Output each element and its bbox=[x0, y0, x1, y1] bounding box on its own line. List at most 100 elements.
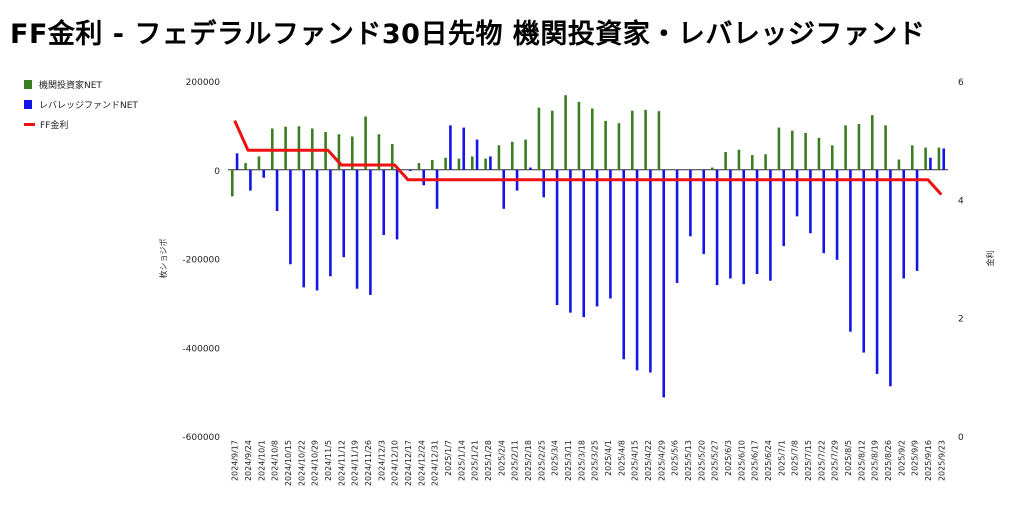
bar-leveraged bbox=[862, 169, 866, 353]
bar-institutional bbox=[897, 159, 901, 170]
bar-institutional bbox=[417, 163, 421, 170]
x-tick-label: 2024/12/17 bbox=[404, 440, 413, 486]
bar-institutional bbox=[470, 156, 474, 170]
bar-leveraged bbox=[729, 169, 732, 279]
x-tick-label: 2025/9/2 bbox=[897, 440, 906, 476]
bar-institutional bbox=[657, 111, 661, 170]
bar-leveraged bbox=[595, 169, 599, 307]
bar-leveraged bbox=[889, 169, 892, 387]
bar-leveraged bbox=[689, 169, 692, 237]
bar-leveraged bbox=[329, 169, 332, 277]
x-tick-label: 2025/1/7 bbox=[444, 440, 453, 476]
bar-institutional bbox=[244, 163, 247, 170]
bar-institutional bbox=[284, 126, 287, 170]
x-tick-label: 2025/7/1 bbox=[777, 440, 786, 476]
x-tick-label: 2025/5/20 bbox=[697, 440, 706, 481]
legend-swatch-ff-rate bbox=[24, 122, 35, 126]
x-tick-label: 2025/5/27 bbox=[711, 440, 720, 481]
bar-leveraged bbox=[489, 156, 492, 170]
chart-title: FF金利 - フェデラルファンド30日先物 機関投資家・レバレッジファンド bbox=[10, 19, 926, 50]
bar-institutional bbox=[630, 110, 634, 170]
bar-institutional bbox=[524, 139, 527, 170]
bar-leveraged bbox=[635, 169, 639, 371]
bar-leveraged bbox=[915, 169, 919, 271]
x-tick-label: 2024/9/24 bbox=[244, 440, 253, 481]
x-tick-label: 2025/5/13 bbox=[684, 440, 693, 481]
legend-item-institutional: 機関投資家NET bbox=[24, 74, 138, 94]
bar-institutional bbox=[804, 132, 807, 170]
x-tick-label: 2025/1/21 bbox=[471, 440, 480, 481]
legend-label-leveraged: レバレッジファンドNET bbox=[39, 100, 138, 111]
bar-institutional bbox=[777, 127, 781, 170]
x-tick-label: 2024/11/5 bbox=[324, 440, 333, 481]
x-tick-label: 2025/9/23 bbox=[937, 440, 946, 481]
bar-institutional bbox=[577, 101, 581, 170]
bar-leveraged bbox=[422, 169, 426, 186]
x-tick-label: 2025/6/17 bbox=[751, 440, 760, 481]
bar-institutional bbox=[377, 134, 381, 170]
bar-leveraged bbox=[662, 169, 666, 398]
bar-leveraged bbox=[435, 169, 439, 209]
bar-institutional bbox=[870, 115, 874, 170]
bar-leveraged bbox=[809, 169, 812, 234]
bar-leveraged bbox=[302, 169, 306, 288]
x-tick-label: 2025/1/28 bbox=[484, 440, 493, 481]
bar-institutional bbox=[350, 136, 354, 170]
bar-leveraged bbox=[542, 169, 546, 198]
bar-leveraged bbox=[902, 169, 906, 279]
bar-institutional bbox=[497, 145, 501, 170]
bar-leveraged bbox=[849, 169, 852, 332]
x-tick-label: 2025/8/26 bbox=[884, 440, 893, 481]
bar-institutional bbox=[297, 126, 301, 170]
x-tick-label: 2025/4/15 bbox=[631, 440, 640, 481]
bar-institutional bbox=[444, 157, 447, 170]
bar-leveraged bbox=[675, 169, 679, 283]
x-tick-label: 2025/7/15 bbox=[804, 440, 813, 481]
x-tick-label: 2025/2/4 bbox=[497, 440, 506, 476]
bar-institutional bbox=[564, 95, 567, 170]
y2-tick-label: 6 bbox=[958, 78, 964, 88]
x-tick-label: 2024/12/31 bbox=[431, 440, 440, 486]
bar-institutional bbox=[484, 158, 487, 170]
bar-institutional bbox=[590, 108, 594, 170]
legend-swatch-leveraged bbox=[24, 99, 32, 109]
bar-leveraged bbox=[875, 169, 879, 374]
bar-institutional bbox=[510, 141, 514, 170]
x-tick-label: 2024/11/19 bbox=[351, 440, 360, 486]
bar-institutional bbox=[537, 107, 541, 170]
x-tick-label: 2025/5/6 bbox=[671, 440, 680, 476]
bar-leveraged bbox=[382, 169, 386, 235]
bar-institutional bbox=[337, 134, 341, 170]
legend-label-ff-rate: FF金利 bbox=[40, 120, 69, 131]
bar-leveraged bbox=[289, 169, 292, 265]
bar-leveraged bbox=[835, 169, 839, 260]
bar-institutional bbox=[884, 125, 887, 170]
y2-tick-label: 2 bbox=[958, 315, 964, 325]
legend-label-institutional: 機関投資家NET bbox=[39, 80, 102, 91]
bar-institutional bbox=[910, 145, 914, 170]
x-tick-label: 2025/8/19 bbox=[871, 440, 880, 481]
bar-leveraged bbox=[715, 169, 719, 286]
y-tick-label: -600000 bbox=[182, 433, 220, 443]
bar-leveraged bbox=[529, 167, 532, 170]
x-tick-label: 2025/3/25 bbox=[591, 440, 600, 481]
bar-institutional bbox=[790, 130, 794, 170]
x-tick-label: 2025/8/12 bbox=[857, 440, 866, 481]
bar-leveraged bbox=[755, 169, 759, 275]
bar-leveraged bbox=[502, 169, 506, 209]
y-tick-label: -200000 bbox=[182, 256, 220, 266]
x-tick-label: 2024/10/22 bbox=[297, 440, 306, 486]
bar-leveraged bbox=[769, 169, 772, 281]
x-tick-label: 2024/9/17 bbox=[231, 440, 240, 481]
chart-legend: 機関投資家NET レバレッジファンドNET FF金利 bbox=[24, 74, 138, 134]
bar-leveraged bbox=[409, 169, 412, 172]
bar-institutional bbox=[390, 144, 394, 170]
bar-leveraged bbox=[342, 169, 346, 258]
x-tick-label: 2025/7/22 bbox=[817, 440, 826, 481]
x-tick-label: 2025/6/24 bbox=[764, 440, 773, 481]
bar-leveraged bbox=[782, 169, 786, 247]
bar-institutional bbox=[817, 137, 821, 170]
x-tick-label: 2025/4/8 bbox=[617, 440, 626, 476]
y-tick-label: 200000 bbox=[186, 78, 221, 88]
x-tick-label: 2025/7/8 bbox=[791, 440, 800, 476]
